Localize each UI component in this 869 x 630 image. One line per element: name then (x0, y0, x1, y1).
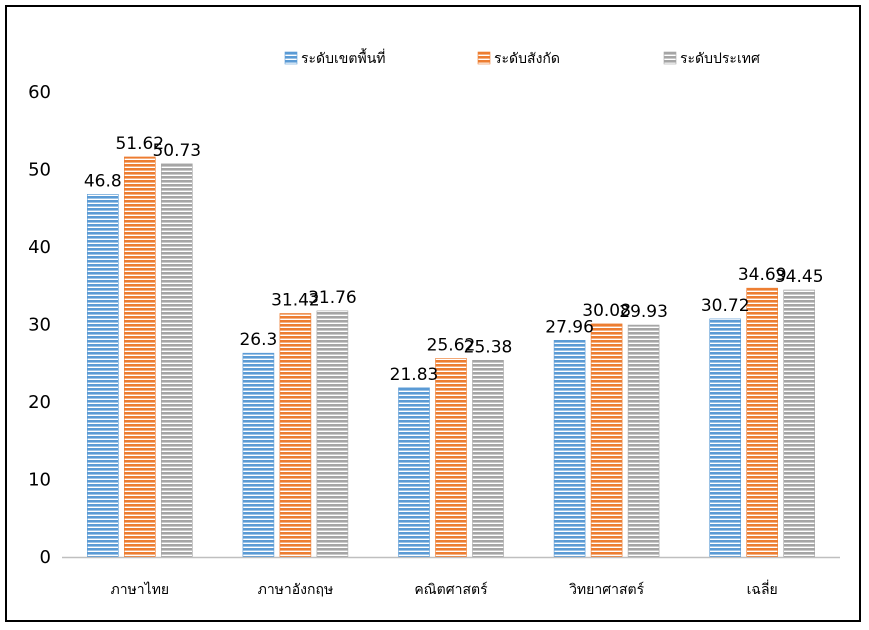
bar (553, 340, 586, 558)
data-label: 25.62 (427, 335, 476, 355)
bar (161, 163, 193, 558)
bar (746, 287, 779, 558)
data-label: 34.45 (775, 267, 824, 287)
legend-swatch (663, 51, 677, 65)
legend-label: ระดับสังกัด (494, 51, 560, 67)
data-label: 26.3 (239, 330, 277, 350)
y-tick-label: 0 (40, 547, 51, 568)
data-label: 29.93 (619, 302, 668, 322)
category-label: ภาษาอังกฤษ (258, 582, 334, 598)
category-label: ภาษาไทย (110, 581, 169, 598)
category-label: คณิตศาสตร์ (414, 581, 488, 598)
bar (87, 194, 119, 558)
y-tick-label: 20 (28, 392, 51, 413)
y-tick-label: 10 (28, 470, 51, 491)
y-tick-label: 40 (28, 237, 51, 258)
bar (435, 358, 467, 558)
category-label: วิทยาศาสตร์ (569, 581, 645, 598)
data-label: 51.62 (115, 134, 164, 154)
data-label: 31.76 (308, 288, 357, 308)
bar (242, 352, 275, 558)
bars (87, 156, 816, 558)
legend-swatch (284, 51, 298, 65)
y-axis: 0 10 20 30 40 50 60 (28, 82, 51, 568)
y-tick-label: 50 (28, 160, 51, 181)
legend-label: ระดับเขตพื้นที่ (301, 48, 386, 67)
data-label: 34.69 (738, 265, 787, 285)
y-tick-label: 30 (28, 315, 51, 336)
bar (316, 310, 349, 558)
data-label: 30.72 (701, 296, 750, 316)
bar (627, 324, 660, 558)
legend-label: ระดับประเทศ (680, 51, 760, 67)
data-label: 27.96 (545, 317, 594, 337)
bar (709, 318, 742, 558)
bar (783, 289, 816, 558)
legend: ระดับเขตพื้นที่ ระดับสังกัด ระดับประเทศ (284, 48, 760, 67)
x-axis: ภาษาไทย ภาษาอังกฤษ คณิตศาสตร์ วิทยาศาสตร์ เฉ… (62, 556, 840, 598)
data-label: 25.38 (464, 337, 513, 357)
bar (279, 313, 312, 558)
data-label: 21.83 (390, 365, 439, 385)
bar (472, 360, 504, 558)
data-label: 31.42 (271, 290, 320, 310)
data-label: 46.8 (84, 171, 122, 191)
bar (590, 323, 623, 558)
bar (124, 156, 156, 558)
y-tick-label: 60 (28, 82, 51, 103)
data-label: 50.73 (152, 141, 201, 161)
data-label: 30.08 (582, 301, 631, 321)
category-label: เฉลี่ย (747, 580, 778, 598)
legend-swatch (477, 51, 491, 65)
bar (398, 387, 430, 558)
